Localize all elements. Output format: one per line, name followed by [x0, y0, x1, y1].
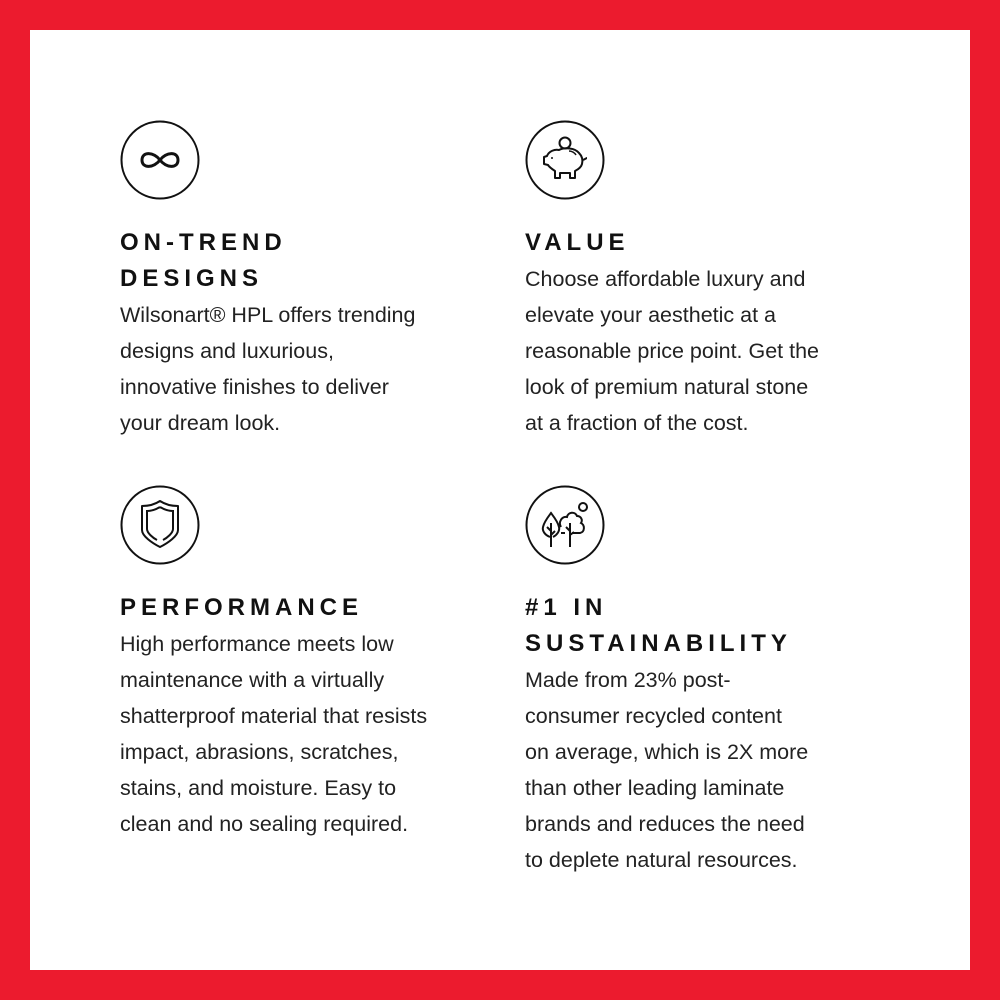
feature-heading: PERFORMANCE	[120, 590, 490, 626]
body-line: your dream look.	[120, 411, 281, 435]
body-line: impact, abrasions, scratches,	[120, 740, 399, 764]
body-line: shatterproof material that resists	[120, 704, 428, 728]
body-line: maintenance with a virtually	[120, 668, 385, 692]
feature-sustainability: #1 IN SUSTAINABILITY Made from 23% post-…	[525, 590, 895, 878]
body-line: High performance meets low	[120, 632, 394, 656]
body-line: brands and reduces the need	[525, 812, 805, 836]
body-line: on average, which is 2X more	[525, 740, 809, 764]
feature-heading: VALUE	[525, 225, 895, 261]
shield-icon	[120, 485, 200, 565]
body-line: look of premium natural stone	[525, 375, 809, 399]
feature-description: Made from 23% post- consumer recycled co…	[525, 662, 895, 878]
heading-line: PERFORMANCE	[120, 594, 364, 621]
feature-description: Choose affordable luxury and elevate you…	[525, 261, 895, 441]
body-line: stains, and moisture. Easy to	[120, 776, 397, 800]
feature-performance: PERFORMANCE High performance meets low m…	[120, 590, 490, 842]
body-line: clean and no sealing required.	[120, 812, 409, 836]
heading-line: SUSTAINABILITY	[525, 630, 792, 657]
feature-description: High performance meets low maintenance w…	[120, 626, 490, 842]
heading-line: ON-TREND	[120, 229, 287, 256]
feature-heading: #1 IN SUSTAINABILITY	[525, 590, 895, 662]
body-line: than other leading laminate	[525, 776, 785, 800]
body-line: consumer recycled content	[525, 704, 782, 728]
feature-heading: ON-TREND DESIGNS	[120, 225, 490, 297]
heading-line: #1 IN	[525, 594, 608, 621]
infinity-icon	[120, 120, 200, 200]
body-line: Wilsonart® HPL offers trending	[120, 303, 416, 327]
feature-description: Wilsonart® HPL offers trending designs a…	[120, 297, 490, 441]
body-line: Made from 23% post-	[525, 668, 731, 692]
body-line: reasonable price point. Get the	[525, 339, 820, 363]
feature-value: VALUE Choose affordable luxury and eleva…	[525, 225, 895, 441]
body-line: designs and luxurious,	[120, 339, 334, 363]
heading-line: DESIGNS	[120, 265, 264, 292]
body-line: elevate your aesthetic at a	[525, 303, 776, 327]
body-line: Choose affordable luxury and	[525, 267, 806, 291]
heading-line: VALUE	[525, 229, 630, 256]
body-line: to deplete natural resources.	[525, 848, 798, 872]
piggy-bank-icon	[525, 120, 605, 200]
body-line: at a fraction of the cost.	[525, 411, 749, 435]
trees-icon	[525, 485, 605, 565]
body-line: innovative finishes to deliver	[120, 375, 389, 399]
feature-on-trend-designs: ON-TREND DESIGNS Wilsonart® HPL offers t…	[120, 225, 490, 441]
